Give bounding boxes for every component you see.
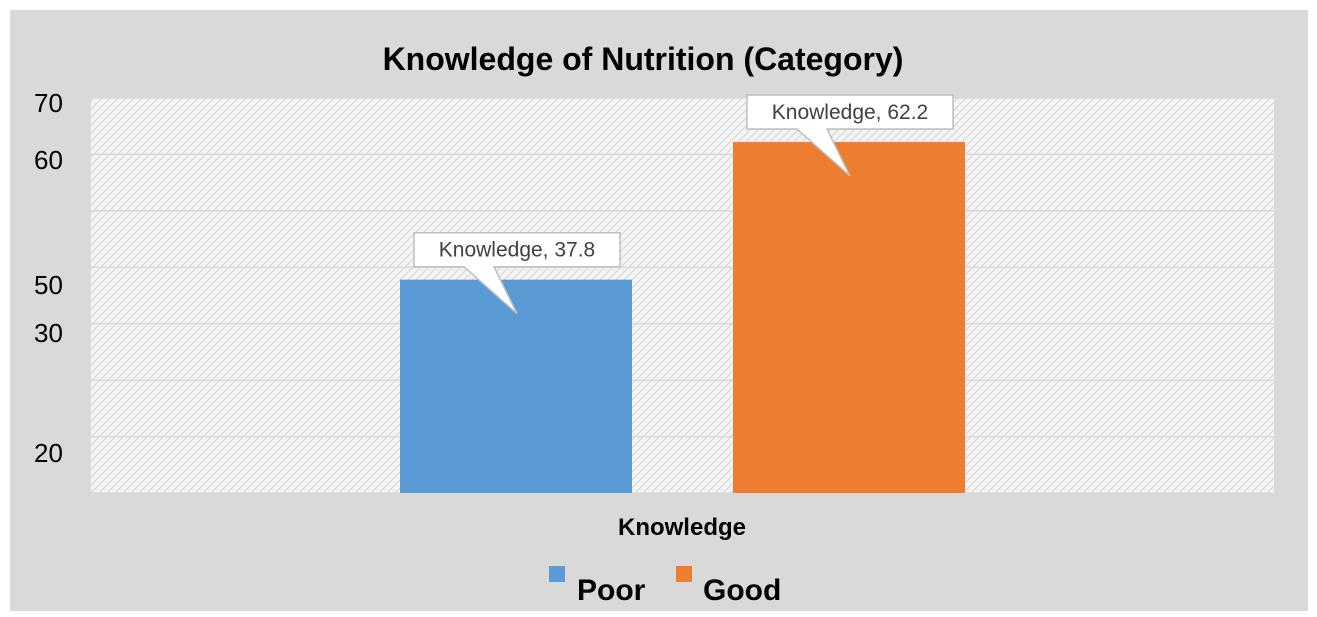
- data-label-callout: [746, 94, 954, 177]
- x-axis-category-label: Knowledge: [618, 514, 746, 541]
- bar-good: [733, 142, 965, 493]
- legend-label: Poor: [577, 574, 646, 607]
- legend-item-poor: Poor: [549, 566, 646, 607]
- bar-poor: [400, 279, 632, 493]
- y-tick-label: 70: [34, 88, 63, 118]
- legend-item-good: Good: [676, 566, 781, 607]
- y-tick-label: 50: [34, 270, 63, 300]
- legend-swatch: [549, 566, 565, 582]
- plot-area: [91, 98, 1274, 493]
- gridlines: [91, 97, 1274, 494]
- legend-label: Good: [703, 574, 781, 607]
- legend: Poor Good: [549, 566, 781, 607]
- y-tick-label: 20: [34, 438, 63, 468]
- y-tick-label: 60: [34, 145, 63, 175]
- data-labels: Knowledge, 37.8 Knowledge, 62.2: [413, 94, 954, 315]
- data-label-text: Knowledge, 37.8: [439, 239, 595, 262]
- chart-title: Knowledge of Nutrition (Category): [383, 41, 904, 77]
- bars: [400, 142, 965, 493]
- legend-swatch: [676, 566, 692, 582]
- y-axis-tick-labels: 70 60 50 30 20: [34, 88, 63, 468]
- data-label-text: Knowledge, 62.2: [772, 101, 928, 124]
- y-tick-label: 30: [34, 318, 63, 348]
- data-label-callout: [413, 231, 621, 315]
- data-label-poor: Knowledge, 37.8: [413, 231, 621, 315]
- data-label-good: Knowledge, 62.2: [746, 94, 954, 177]
